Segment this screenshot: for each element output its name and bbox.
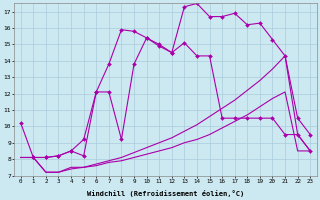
X-axis label: Windchill (Refroidissement éolien,°C): Windchill (Refroidissement éolien,°C): [87, 190, 244, 197]
